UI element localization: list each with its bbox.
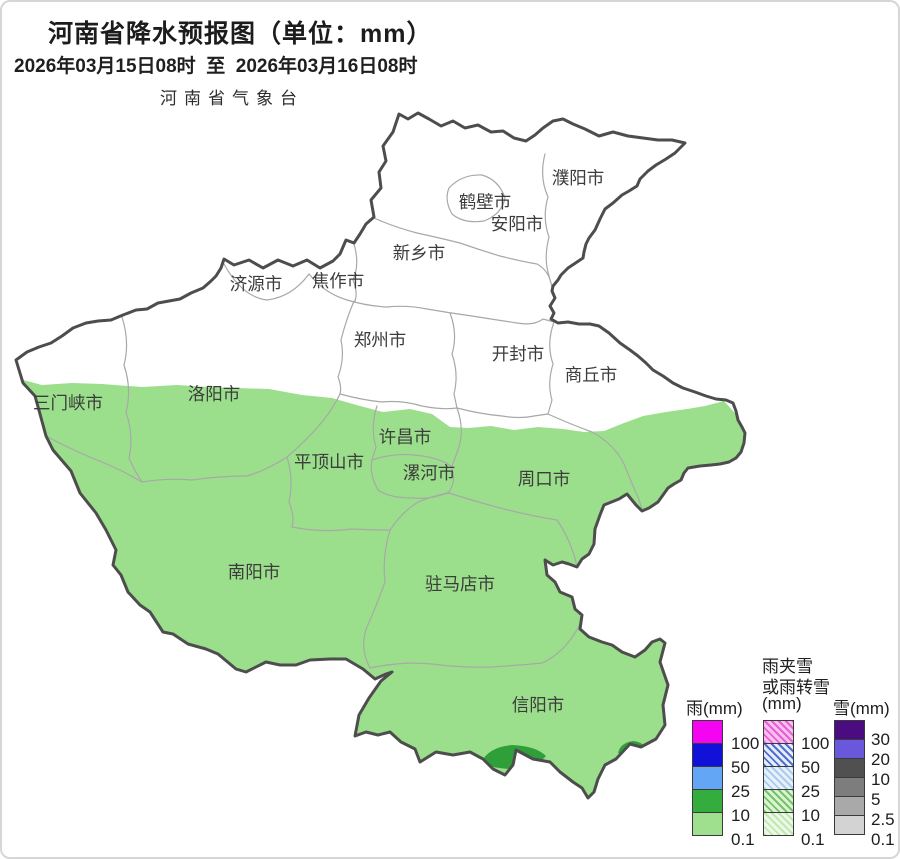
rain-swatch-01 bbox=[692, 812, 723, 836]
snow-swatch-20 bbox=[834, 739, 865, 759]
city-label-xuchang: 许昌市 bbox=[379, 427, 432, 447]
rain-threshold-100: 100 bbox=[731, 734, 760, 753]
sleet-swatch-25 bbox=[763, 766, 794, 790]
snow-swatch-5 bbox=[834, 777, 865, 797]
rain-legend-title: 雨(mm) bbox=[686, 699, 743, 718]
city-label-zhengzhou: 郑州市 bbox=[354, 330, 407, 350]
snow-swatch-01 bbox=[834, 815, 865, 835]
city-label-pingdingshan: 平顶山市 bbox=[294, 452, 364, 472]
forecast-period: 2026年03月15日08时 至 2026年03月16日08时 bbox=[14, 56, 418, 77]
city-label-luoyang: 洛阳市 bbox=[188, 384, 241, 404]
city-label-nanyang: 南阳市 bbox=[228, 562, 281, 582]
snow-threshold-5: 5 bbox=[871, 790, 881, 809]
rain-legend-swatches bbox=[692, 720, 723, 836]
sleet-threshold-50: 50 bbox=[801, 758, 820, 777]
sleet-swatch-50 bbox=[763, 743, 794, 767]
sleet-threshold-01: 0.1 bbox=[801, 830, 825, 849]
snow-swatch-25 bbox=[834, 796, 865, 816]
city-label-zhoukou: 周口市 bbox=[518, 469, 571, 489]
snow-threshold-30: 30 bbox=[871, 730, 890, 749]
province-border bbox=[14, 111, 747, 800]
agency-name: 河南省气象台 bbox=[160, 89, 304, 109]
snow-legend-title: 雪(mm) bbox=[833, 699, 890, 718]
city-labels: 濮阳市 鹤壁市 安阳市 新乡市 济源市 焦作市 郑州市 开封市 商丘市 三门峡市… bbox=[33, 168, 617, 715]
city-label-sanmenxia: 三门峡市 bbox=[33, 393, 103, 413]
snow-threshold-25: 2.5 bbox=[871, 810, 895, 829]
rain-swatch-25 bbox=[692, 766, 723, 790]
city-label-xinxiang: 新乡市 bbox=[393, 243, 446, 263]
rain-swatch-50 bbox=[692, 743, 723, 767]
city-label-anyang: 安阳市 bbox=[491, 214, 544, 234]
sleet-legend-title-line2: 或雨转雪 bbox=[762, 678, 830, 697]
sleet-swatch-10 bbox=[763, 789, 794, 813]
snow-threshold-10: 10 bbox=[871, 770, 890, 789]
sleet-threshold-25: 25 bbox=[801, 782, 820, 801]
rain-swatch-100 bbox=[692, 720, 723, 744]
sleet-threshold-10: 10 bbox=[801, 806, 820, 825]
snow-legend-swatches bbox=[834, 720, 865, 835]
snow-swatch-10 bbox=[834, 758, 865, 778]
city-label-puyang: 濮阳市 bbox=[552, 168, 605, 188]
city-label-shangqiu: 商丘市 bbox=[565, 365, 618, 385]
page-title: 河南省降水预报图（单位：mm） bbox=[48, 20, 433, 48]
sleet-threshold-100: 100 bbox=[801, 734, 830, 753]
city-label-luohe: 漯河市 bbox=[403, 463, 456, 483]
city-label-kaifeng: 开封市 bbox=[492, 344, 545, 364]
sleet-legend-title-line1: 雨夹雪 bbox=[762, 657, 813, 676]
city-label-xinyang: 信阳市 bbox=[512, 695, 565, 715]
city-label-jiaozuo: 焦作市 bbox=[312, 271, 365, 291]
sleet-swatch-01 bbox=[763, 812, 794, 836]
snow-swatch-30 bbox=[834, 720, 865, 740]
city-label-jiyuan: 济源市 bbox=[230, 274, 283, 294]
snow-threshold-01: 0.1 bbox=[871, 830, 895, 849]
city-label-zhumadian: 驻马店市 bbox=[425, 574, 495, 594]
sleet-legend-swatches bbox=[763, 720, 794, 836]
city-label-hebi: 鹤壁市 bbox=[459, 192, 512, 212]
rain-threshold-10: 10 bbox=[731, 806, 750, 825]
rain-swatch-10 bbox=[692, 789, 723, 813]
city-boundaries bbox=[45, 153, 643, 669]
sleet-swatch-100 bbox=[763, 720, 794, 744]
sleet-legend-title-line3: (mm) bbox=[762, 694, 802, 713]
snow-threshold-20: 20 bbox=[871, 750, 890, 769]
rain-threshold-01: 0.1 bbox=[731, 830, 755, 849]
rain-threshold-25: 25 bbox=[731, 782, 750, 801]
rain-threshold-50: 50 bbox=[731, 758, 750, 777]
